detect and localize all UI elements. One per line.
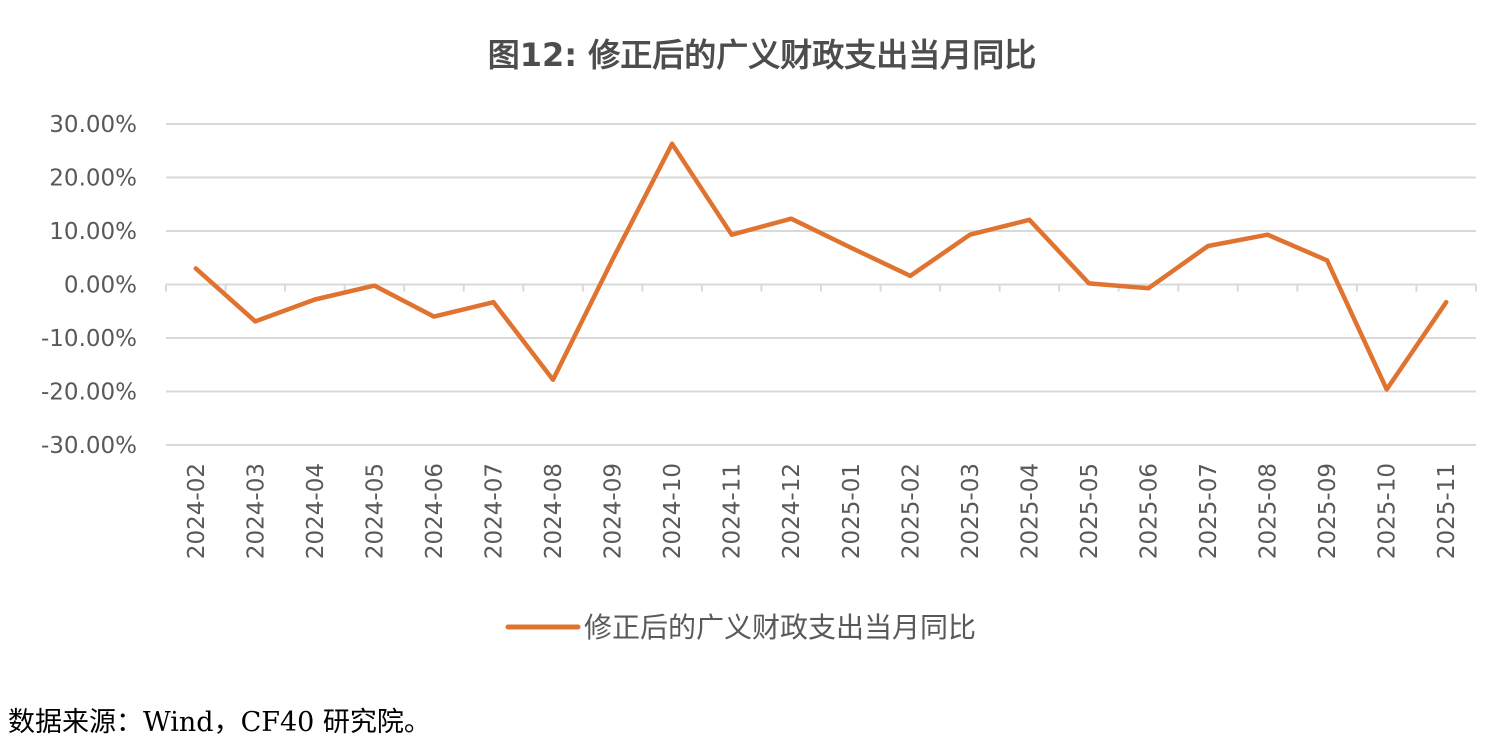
- x-tick-label: 2024-11: [720, 463, 746, 559]
- x-tick-label: 2024-07: [482, 463, 508, 559]
- data-point: [1384, 387, 1389, 392]
- data-point: [848, 245, 853, 250]
- x-tick-label: 2025-08: [1256, 463, 1282, 559]
- data-point: [908, 273, 913, 278]
- y-tick-label: -20.00%: [41, 380, 137, 406]
- x-tick-label: 2025-05: [1077, 463, 1103, 559]
- y-tick-label: 30.00%: [49, 112, 137, 138]
- series-layer: [193, 141, 1449, 392]
- data-point: [372, 283, 377, 288]
- y-tick-label: 0.00%: [64, 273, 137, 299]
- x-tick-label: 2025-09: [1315, 463, 1341, 559]
- y-tick-label: -10.00%: [41, 326, 137, 352]
- x-tick-label: 2024-12: [779, 463, 805, 559]
- x-tick-label: 2024-02: [184, 463, 210, 559]
- y-tick-label: 10.00%: [49, 219, 137, 245]
- legend-label: 修正后的广义财政支出当月同比: [584, 611, 976, 644]
- data-point: [967, 232, 972, 237]
- data-point: [253, 319, 258, 324]
- x-tick-label: 2024-06: [422, 463, 448, 559]
- data-point: [1027, 217, 1032, 222]
- data-point: [789, 216, 794, 221]
- x-tick-label: 2025-03: [958, 463, 984, 559]
- data-point: [610, 257, 615, 262]
- x-tick-label: 2024-03: [243, 463, 269, 559]
- line-chart: 图12: 修正后的广义财政支出当月同比 30.00% 20.00% 10.00% 0.…: [41, 36, 1477, 644]
- source-note: 数据来源：Wind，CF40 研究院。: [8, 707, 431, 738]
- x-tick-label: 2024-08: [541, 463, 567, 559]
- data-point: [1146, 286, 1151, 291]
- x-tick-label: 2024-10: [660, 463, 686, 559]
- x-tick-label: 2025-06: [1137, 463, 1163, 559]
- data-point: [312, 297, 317, 302]
- x-tick-label: 2024-05: [362, 463, 388, 559]
- y-tick-label: -30.00%: [41, 433, 137, 459]
- data-point: [1325, 258, 1330, 263]
- data-point: [491, 300, 496, 305]
- legend: 修正后的广义财政支出当月同比: [505, 611, 976, 644]
- x-tick-label: 2025-02: [898, 463, 924, 559]
- y-tick-label: 20.00%: [49, 166, 137, 192]
- data-point: [1206, 243, 1211, 248]
- x-tick-label: 2024-09: [601, 463, 627, 559]
- data-point: [1265, 232, 1270, 237]
- data-point: [1086, 281, 1091, 286]
- x-tick-label: 2025-01: [839, 463, 865, 559]
- x-tick-label: 2025-07: [1196, 463, 1222, 559]
- data-point: [670, 141, 675, 146]
- data-point: [431, 314, 436, 319]
- y-axis-ticks: 30.00% 20.00% 10.00% 0.00% -10.00% -20.00% -30…: [41, 112, 137, 459]
- data-point: [1444, 300, 1449, 305]
- series-line: [193, 141, 1449, 392]
- data-point: [729, 232, 734, 237]
- chart-title: 图12: 修正后的广义财政支出当月同比: [488, 36, 1036, 74]
- x-tick-label: 2025-11: [1434, 463, 1460, 559]
- x-tick-label: 2025-04: [1017, 463, 1043, 559]
- data-point: [193, 266, 198, 271]
- x-tick-label: 2025-10: [1375, 463, 1401, 559]
- data-point: [551, 377, 556, 382]
- x-axis-ticks: 2024-02 2024-03 2024-04 2024-05 2024-06 2024-…: [184, 463, 1460, 559]
- gridlines: [165, 123, 1477, 446]
- x-tick-label: 2024-04: [303, 463, 329, 559]
